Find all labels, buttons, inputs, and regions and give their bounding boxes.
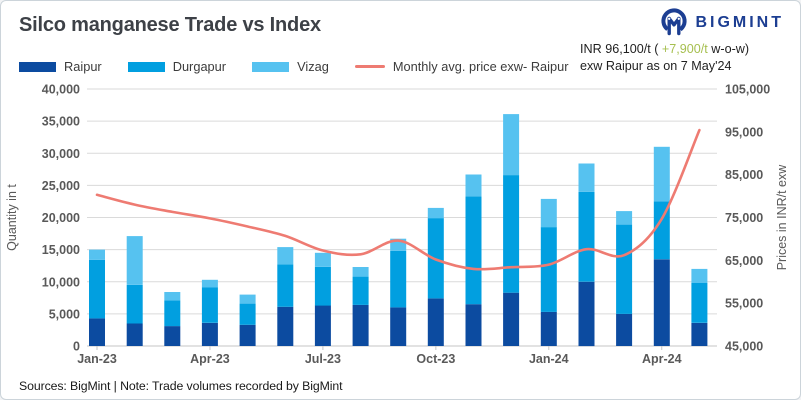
price-line-swatch-icon xyxy=(354,65,385,68)
price-wow-suffix: w-o-w) xyxy=(707,42,750,56)
svg-text:Apr-24: Apr-24 xyxy=(642,352,682,366)
svg-text:Prices in INR/t exw: Prices in INR/t exw xyxy=(775,164,789,271)
svg-text:105,000: 105,000 xyxy=(725,83,770,97)
svg-text:5,000: 5,000 xyxy=(49,307,80,321)
legend-label-vizag: Vizag xyxy=(297,59,329,74)
svg-text:40,000: 40,000 xyxy=(42,83,80,97)
legend-label-durgapur: Durgapur xyxy=(172,59,227,74)
legend-label-price-line: Monthly avg. price exw- Raipur xyxy=(392,59,569,74)
trade-vs-index-chart: 0 5,000 10,000 15,000 20,000 25,000 30,000 35,0… xyxy=(5,83,789,367)
bigmint-logo-icon xyxy=(661,8,688,36)
svg-text:20,000: 20,000 xyxy=(42,211,80,225)
vizag-swatch-icon xyxy=(252,61,290,72)
svg-text:30,000: 30,000 xyxy=(42,147,80,161)
svg-text:25,000: 25,000 xyxy=(42,179,80,193)
svg-text:15,000: 15,000 xyxy=(42,243,80,257)
raipur-swatch-icon xyxy=(19,61,56,72)
page-title: Silco manganese Trade vs Index xyxy=(19,14,321,36)
price-change: +7,900/t xyxy=(661,42,708,56)
svg-text:Quantity in t: Quantity in t xyxy=(5,184,19,251)
svg-text:85,000: 85,000 xyxy=(725,168,763,182)
legend-item-raipur: Raipur xyxy=(19,59,102,74)
legend-item-durgapur: Durgapur xyxy=(127,59,227,74)
svg-text:Jan-24: Jan-24 xyxy=(529,352,569,366)
svg-text:0: 0 xyxy=(73,340,80,354)
svg-text:10,000: 10,000 xyxy=(42,275,80,289)
brand-name: BIGMINT xyxy=(695,13,784,31)
durgapur-swatch-icon xyxy=(127,61,165,72)
svg-text:55,000: 55,000 xyxy=(725,297,763,311)
svg-text:45,000: 45,000 xyxy=(725,340,763,354)
legend-item-price-line: Monthly avg. price exw- Raipur xyxy=(354,59,569,74)
svg-text:Jan-23: Jan-23 xyxy=(77,352,117,366)
svg-text:75,000: 75,000 xyxy=(725,211,763,225)
svg-text:65,000: 65,000 xyxy=(725,254,763,268)
price-basis: exw Raipur as on 7 May'24 xyxy=(580,59,732,73)
price-current: INR 96,100/t ( xyxy=(580,42,662,56)
svg-text:Apr-23: Apr-23 xyxy=(190,352,230,366)
svg-text:95,000: 95,000 xyxy=(725,125,763,139)
legend-label-raipur: Raipur xyxy=(64,59,102,74)
svg-text:35,000: 35,000 xyxy=(42,115,80,129)
brand-logo: BIGMINT xyxy=(660,7,784,38)
price-annotation: INR 96,100/t ( +7,900/t w-o-w) exw Raipu… xyxy=(580,41,749,75)
source-note: Sources: BigMint | Note: Trade volumes r… xyxy=(19,379,343,393)
svg-text:Oct-23: Oct-23 xyxy=(416,352,455,366)
chart-legend: Raipur Durgapur Vizag Monthly avg. price… xyxy=(19,59,569,74)
legend-item-vizag: Vizag xyxy=(252,59,329,74)
svg-text:Jul-23: Jul-23 xyxy=(305,352,341,366)
